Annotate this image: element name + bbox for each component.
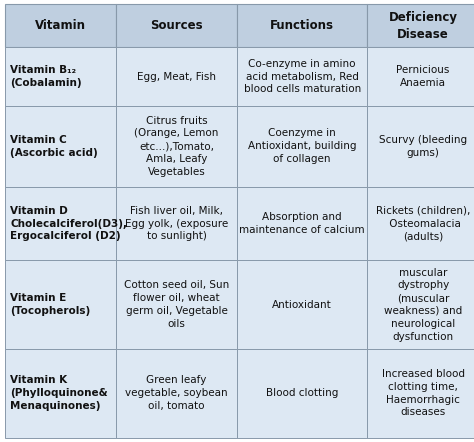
Text: Vitamin C
(Ascorbic acid): Vitamin C (Ascorbic acid) [10, 135, 98, 158]
Text: Functions: Functions [270, 19, 334, 32]
Bar [116, 260, 237, 349]
Text: Green leafy
vegetable, soybean
oil, tomato: Green leafy vegetable, soybean oil, toma… [125, 375, 228, 411]
Text: Increased blood
clotting time,
Haemorrhagic
diseases: Increased blood clotting time, Haemorrha… [382, 369, 465, 417]
Text: Antioxidant: Antioxidant [272, 300, 332, 309]
Bar [5, 47, 116, 106]
Bar [367, 47, 474, 106]
Text: Scurvy (bleeding
gums): Scurvy (bleeding gums) [379, 135, 467, 158]
Bar [116, 106, 237, 187]
Bar [237, 4, 367, 47]
Bar [237, 260, 367, 349]
Text: Sources: Sources [150, 19, 203, 32]
Text: Vitamin D
Cholecalciferol(D3),
Ergocalciferol (D2): Vitamin D Cholecalciferol(D3), Ergocalci… [10, 206, 128, 241]
Bar [367, 4, 474, 47]
Bar [116, 349, 237, 438]
Bar [237, 47, 367, 106]
Bar [5, 106, 116, 187]
Bar [116, 47, 237, 106]
Bar [5, 349, 116, 438]
Bar [367, 260, 474, 349]
Bar [5, 187, 116, 260]
Text: Coenzyme in
Antioxidant, building
of collagen: Coenzyme in Antioxidant, building of col… [248, 129, 356, 164]
Bar [237, 106, 367, 187]
Bar [5, 4, 116, 47]
Bar [237, 349, 367, 438]
Text: Absorption and
maintenance of calcium: Absorption and maintenance of calcium [239, 212, 365, 235]
Bar [367, 187, 474, 260]
Text: Cotton seed oil, Sun
flower oil, wheat
germ oil, Vegetable
oils: Cotton seed oil, Sun flower oil, wheat g… [124, 280, 229, 329]
Text: Vitamin: Vitamin [35, 19, 86, 32]
Text: Rickets (children),
 Osteomalacia
(adults): Rickets (children), Osteomalacia (adults… [376, 206, 470, 241]
Bar [5, 260, 116, 349]
Bar [116, 187, 237, 260]
Text: Vitamin K
(Phylloquinone&
Menaquinones): Vitamin K (Phylloquinone& Menaquinones) [10, 375, 108, 411]
Bar [367, 106, 474, 187]
Bar [116, 4, 237, 47]
Bar [237, 187, 367, 260]
Text: Citrus fruits
(Orange, Lemon
etc...),Tomato,
Amla, Leafy
Vegetables: Citrus fruits (Orange, Lemon etc...),Tom… [134, 116, 219, 177]
Text: Blood clotting: Blood clotting [266, 388, 338, 398]
Text: Vitamin E
(Tocopherols): Vitamin E (Tocopherols) [10, 293, 91, 316]
Text: muscular
dystrophy
(muscular
weakness) and
neurological
dysfunction: muscular dystrophy (muscular weakness) a… [384, 267, 462, 342]
Text: Egg, Meat, Fish: Egg, Meat, Fish [137, 72, 216, 82]
Text: Co-enzyme in amino
acid metabolism, Red
blood cells maturation: Co-enzyme in amino acid metabolism, Red … [244, 59, 361, 95]
Text: Deficiency
Disease: Deficiency Disease [389, 11, 457, 41]
Text: Vitamin B₁₂
(Cobalamin): Vitamin B₁₂ (Cobalamin) [10, 65, 82, 88]
Text: Pernicious
Anaemia: Pernicious Anaemia [396, 65, 450, 88]
Text: Fish liver oil, Milk,
Egg yolk, (exposure
to sunlight): Fish liver oil, Milk, Egg yolk, (exposur… [125, 206, 228, 241]
Bar [367, 349, 474, 438]
